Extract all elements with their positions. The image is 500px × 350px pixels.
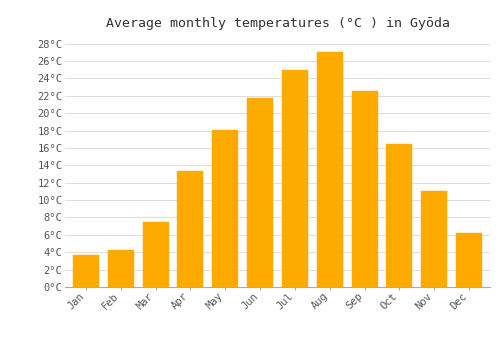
Bar [456, 233, 482, 287]
Bar [142, 222, 169, 287]
Bar [386, 144, 412, 287]
Bar [108, 250, 134, 287]
Bar [421, 190, 448, 287]
Bar [352, 91, 378, 287]
Bar [178, 172, 204, 287]
Bar [282, 70, 308, 287]
Bar [247, 98, 273, 287]
Bar [73, 255, 99, 287]
Title: Average monthly temperatures (°C ) in Gyōda: Average monthly temperatures (°C ) in Gy… [106, 17, 450, 30]
Bar [212, 130, 238, 287]
Bar [316, 51, 343, 287]
